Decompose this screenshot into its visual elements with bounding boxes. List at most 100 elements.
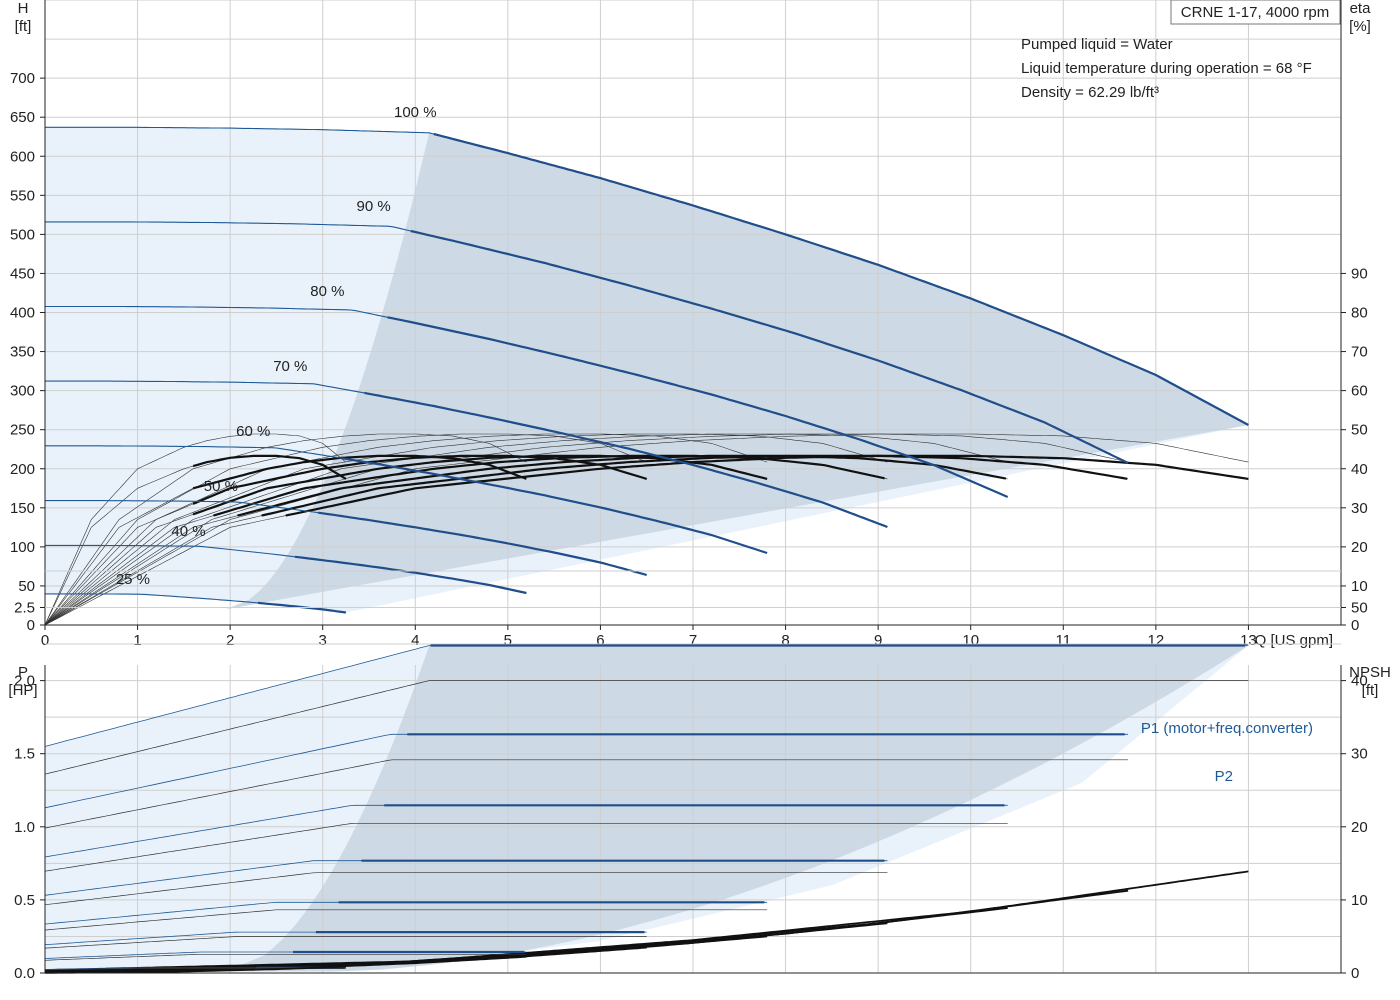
p2-curve-0 xyxy=(44,680,1249,775)
annotation-1: Liquid temperature during operation = 68… xyxy=(1021,60,1312,77)
y-tick-label: 300 xyxy=(10,383,35,400)
y-axis-label: H xyxy=(18,0,29,17)
speed-label-2: 80 % xyxy=(310,283,344,300)
p-axis-label: P xyxy=(18,664,28,681)
speed-label-3: 70 % xyxy=(273,358,307,375)
head-curve-3 xyxy=(364,391,888,529)
y-tick-label: 550 xyxy=(10,187,35,204)
head-curve-thin-0 xyxy=(45,126,434,135)
speed-label-5: 50 % xyxy=(204,478,238,495)
eta-thin-curve-6 xyxy=(44,433,527,626)
y2-tick-label: 20 xyxy=(1351,539,1368,556)
x-tick-label: 2 xyxy=(226,632,234,649)
npsh-tick-label: 40 xyxy=(1351,673,1368,690)
p1-label: P1 (motor+freq.converter) xyxy=(1141,720,1313,737)
y-tick-label: 350 xyxy=(10,344,35,361)
eta-thin-curve-3 xyxy=(44,433,888,626)
y-tick-label: 200 xyxy=(10,461,35,478)
y2-tick-label: 30 xyxy=(1351,500,1368,517)
y-tick-label: 0 xyxy=(27,617,35,634)
eta-thin-curve-0 xyxy=(44,433,1249,626)
head-curve-thin-6 xyxy=(45,544,295,558)
x-tick-label: 4 xyxy=(411,632,419,649)
p-tick-label: 0.5 xyxy=(14,892,35,909)
y-tick-label: 450 xyxy=(10,265,35,282)
head-curve-6 xyxy=(294,555,527,595)
y2-tick-label: 10 xyxy=(1351,578,1368,595)
p2-curve-3 xyxy=(44,872,888,906)
p2-curve-6 xyxy=(44,953,527,961)
y-tick-label: 400 xyxy=(10,305,35,322)
y2-axis-label: eta xyxy=(1350,0,1372,17)
p-tick-label: 1.0 xyxy=(14,819,35,836)
npsh-tick-label: 10 xyxy=(1351,892,1368,909)
y2-axis-unit: [%] xyxy=(1349,18,1371,35)
npsh-tick-label: 50 xyxy=(1351,600,1368,617)
eta-working-curve-2 xyxy=(237,454,1007,517)
y2-tick-label: 70 xyxy=(1351,344,1368,361)
head-curve-2 xyxy=(387,316,1009,499)
head-curve-thin-1 xyxy=(45,221,411,232)
eta-thin-curve-7 xyxy=(44,433,347,626)
y2-tick-label: 0 xyxy=(1351,617,1359,634)
p2-curve-5 xyxy=(44,936,647,949)
y-tick-label: 650 xyxy=(10,109,35,126)
eta-thin-curve-4 xyxy=(44,433,768,626)
y2-tick-label: 90 xyxy=(1351,265,1368,282)
p2-curve-1 xyxy=(44,759,1129,829)
p2-curve-4 xyxy=(44,909,768,931)
y-tick-label: 250 xyxy=(10,422,35,439)
speed-label-4: 60 % xyxy=(236,423,270,440)
x-tick-label: 0 xyxy=(41,632,49,649)
y2-tick-label: 40 xyxy=(1351,461,1368,478)
x-tick-label: 6 xyxy=(596,632,604,649)
eta-thin-curve-5 xyxy=(44,433,647,626)
y-tick-label: 50 xyxy=(18,578,35,595)
eta-working-curve-1 xyxy=(261,454,1128,517)
bottom-chart xyxy=(40,570,1346,974)
y2-tick-label: 60 xyxy=(1351,383,1368,400)
head-curve-5 xyxy=(317,511,647,577)
y-tick-label: 600 xyxy=(10,148,35,165)
eta-working-curve-5 xyxy=(192,454,648,505)
speed-label-6: 40 % xyxy=(171,523,205,540)
y-tick-label: 500 xyxy=(10,226,35,243)
speed-label-0: 100 % xyxy=(394,104,437,121)
chart-title: CRNE 1-17, 4000 rpm xyxy=(1181,4,1329,21)
head-curve-thin-7 xyxy=(45,593,258,604)
speed-label-7: 25 % xyxy=(116,571,150,588)
p2-curve-2 xyxy=(44,822,1008,872)
head-curve-1 xyxy=(410,229,1129,464)
p-tick-label: 0.0 xyxy=(14,965,35,982)
y-tick-label: 150 xyxy=(10,500,35,517)
y2-tick-label: 80 xyxy=(1351,305,1368,322)
x-tick-label: 3 xyxy=(319,632,327,649)
p-tick-label: 2.0 xyxy=(14,673,35,690)
y2-tick-label: 50 xyxy=(1351,422,1368,439)
speed-label-1: 90 % xyxy=(357,198,391,215)
y-tick-label: 700 xyxy=(10,70,35,87)
npsh-axis-unit: [ft] xyxy=(1362,682,1379,699)
annotation-2: Density = 62.29 lb/ft³ xyxy=(1021,84,1159,101)
x-tick-label: 8 xyxy=(781,632,789,649)
x-tick-label: 7 xyxy=(689,632,697,649)
p-tick-label: 2.5 xyxy=(14,600,35,617)
x-axis-label: Q [US gpm] xyxy=(1255,632,1333,649)
head-curve-4 xyxy=(341,457,768,555)
eta-thin-curve-1 xyxy=(44,433,1129,626)
y-tick-label: 100 xyxy=(10,539,35,556)
eta-working-curve-7 xyxy=(192,454,347,480)
p-tick-label: 1.5 xyxy=(14,746,35,763)
title-box xyxy=(1170,0,1341,25)
head-curve-0 xyxy=(433,132,1249,426)
p2-label: P2 xyxy=(1215,768,1233,785)
annotation-0: Pumped liquid = Water xyxy=(1021,36,1173,53)
npsh-tick-label: 20 xyxy=(1351,819,1368,836)
npsh-tick-label: 30 xyxy=(1351,746,1368,763)
npsh-tick-label: 0 xyxy=(1351,965,1359,982)
x-tick-label: 1 xyxy=(133,632,141,649)
p-axis-unit: [HP] xyxy=(8,682,37,699)
head-curve-thin-3 xyxy=(45,380,365,394)
